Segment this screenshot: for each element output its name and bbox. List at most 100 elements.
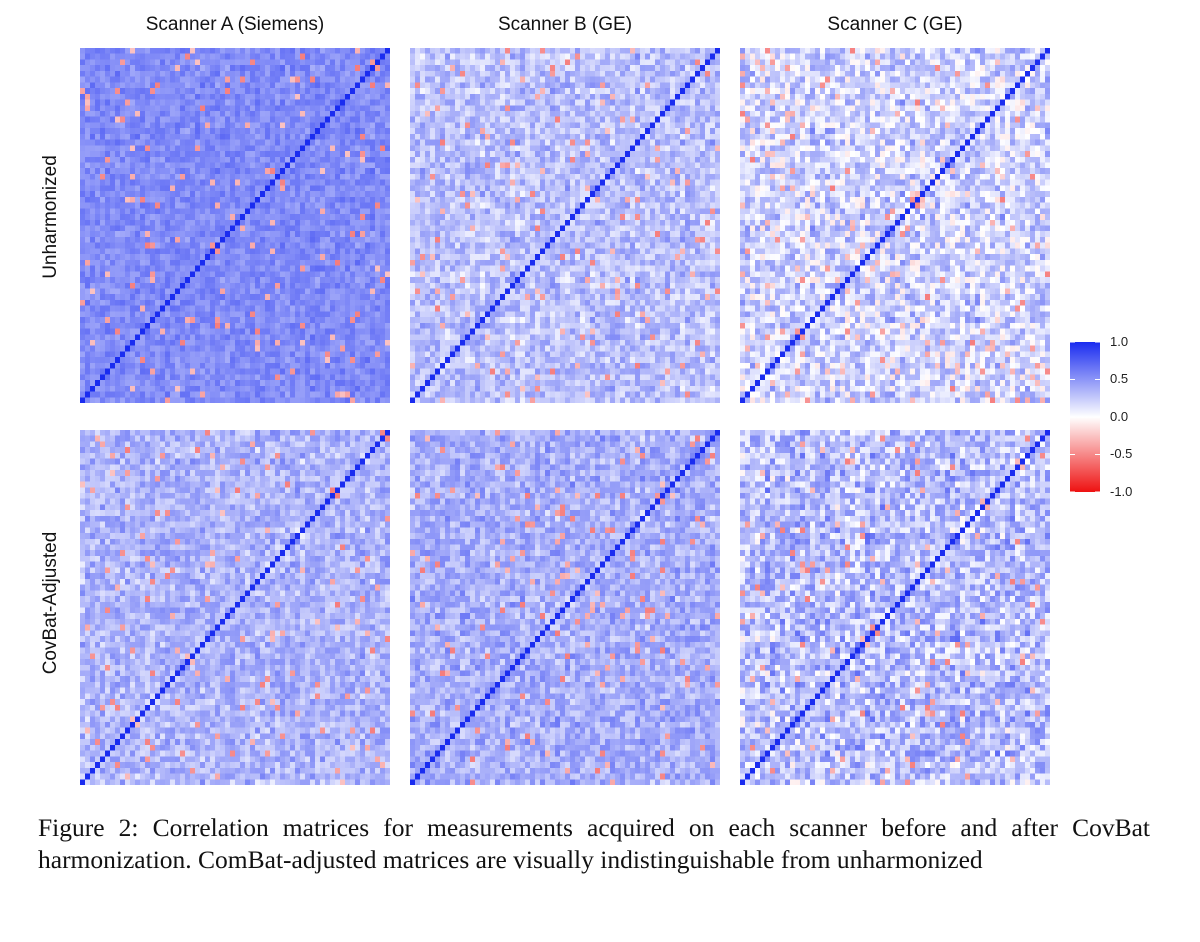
heatmap-cell xyxy=(590,145,596,152)
heatmap-cell xyxy=(250,105,256,112)
heatmap-cell xyxy=(200,368,206,375)
heatmap-cell xyxy=(110,385,116,392)
heatmap-cell xyxy=(455,116,461,123)
heatmap-cell xyxy=(265,93,271,100)
heatmap-cell xyxy=(645,110,651,118)
heatmap-cell xyxy=(290,391,296,398)
heatmap-cell xyxy=(280,242,286,249)
heatmap-cell xyxy=(225,88,231,95)
heatmap-cell xyxy=(245,328,251,335)
heatmap-cell xyxy=(485,65,491,72)
heatmap-cell xyxy=(600,82,606,89)
heatmap-cell xyxy=(180,288,186,295)
heatmap-cell xyxy=(510,122,516,129)
heatmap-cell xyxy=(520,48,526,55)
heatmap-cell xyxy=(310,219,316,226)
heatmap-cell xyxy=(150,225,156,232)
heatmap-cell xyxy=(675,105,681,112)
heatmap-cell xyxy=(510,110,516,118)
heatmap-cell xyxy=(710,59,716,66)
heatmap-cell xyxy=(565,82,571,89)
heatmap-cell xyxy=(270,340,276,347)
heatmap-cell xyxy=(80,345,86,352)
heatmap-cell xyxy=(100,254,106,261)
heatmap-cell xyxy=(280,391,286,398)
heatmap-cell xyxy=(380,259,386,266)
heatmap-cell xyxy=(135,345,141,352)
heatmap-cell xyxy=(190,139,196,146)
heatmap-cell xyxy=(305,162,311,169)
heatmap-cell xyxy=(240,299,246,307)
heatmap-cell xyxy=(455,65,461,72)
heatmap-cell xyxy=(105,185,111,192)
heatmap-cell xyxy=(500,110,506,118)
heatmap-cell xyxy=(145,374,151,381)
heatmap-cell xyxy=(210,231,216,238)
heatmap-cell xyxy=(540,145,546,152)
heatmap-cell xyxy=(315,48,321,55)
heatmap-cell xyxy=(205,48,211,55)
heatmap-cell xyxy=(150,179,156,186)
heatmap-cell xyxy=(140,282,146,289)
heatmap-cell xyxy=(535,128,541,135)
heatmap-cell xyxy=(630,82,636,89)
heatmap-cell xyxy=(220,168,226,175)
heatmap-cell xyxy=(570,70,576,78)
heatmap-cell xyxy=(215,151,221,158)
heatmap-cell xyxy=(705,145,711,152)
heatmap-cell xyxy=(200,162,206,169)
heatmap-cell xyxy=(100,214,106,221)
heatmap-cell xyxy=(140,128,146,135)
heatmap-cell xyxy=(100,48,106,55)
heatmap-cell xyxy=(525,70,531,78)
heatmap-cell xyxy=(295,397,301,403)
heatmap-cell xyxy=(225,133,231,141)
heatmap-cell xyxy=(160,357,166,364)
heatmap-cell xyxy=(190,385,196,392)
heatmap-cell xyxy=(145,351,151,358)
heatmap-cell xyxy=(510,151,516,158)
heatmap-cell xyxy=(430,122,436,129)
heatmap-cell xyxy=(580,70,586,78)
heatmap-cell xyxy=(550,105,556,112)
heatmap-cell xyxy=(165,179,171,186)
heatmap-cell xyxy=(200,242,206,249)
heatmap-cell xyxy=(195,265,201,272)
heatmap-cell xyxy=(320,391,326,398)
heatmap-cell xyxy=(200,219,206,226)
heatmap-cell xyxy=(170,271,176,278)
heatmap-cell xyxy=(680,93,686,100)
heatmap-cell xyxy=(190,362,196,370)
heatmap-cell xyxy=(110,116,116,123)
heatmap-cell xyxy=(515,53,521,60)
heatmap-cell xyxy=(595,110,601,118)
heatmap-cell xyxy=(340,340,346,347)
heatmap-cell xyxy=(265,265,271,272)
heatmap-cell xyxy=(115,305,121,312)
heatmap-cell xyxy=(330,59,336,66)
heatmap-cell xyxy=(160,248,166,255)
heatmap-cell xyxy=(175,168,181,175)
heatmap-cell xyxy=(420,105,426,112)
heatmap-cell xyxy=(205,99,211,106)
heatmap-cell xyxy=(545,145,551,152)
heatmap-cell xyxy=(295,334,301,341)
heatmap-cell xyxy=(500,59,506,66)
heatmap-cell xyxy=(220,277,226,284)
heatmap-cell xyxy=(550,65,556,72)
heatmap-cell xyxy=(380,357,386,364)
heatmap-cell xyxy=(200,128,206,135)
heatmap-cell xyxy=(290,185,296,192)
heatmap-cell xyxy=(300,265,306,272)
heatmap-cell xyxy=(150,116,156,123)
heatmap-cell xyxy=(210,185,216,192)
heatmap-cell xyxy=(200,225,206,232)
heatmap-cell xyxy=(610,139,616,146)
heatmap-cell xyxy=(345,311,351,318)
heatmap-cell xyxy=(110,294,116,301)
heatmap-cell xyxy=(260,334,266,341)
heatmap-cell xyxy=(710,53,716,60)
heatmap-cell xyxy=(505,128,511,135)
heatmap-cell xyxy=(460,110,466,118)
heatmap-cell xyxy=(365,70,371,78)
